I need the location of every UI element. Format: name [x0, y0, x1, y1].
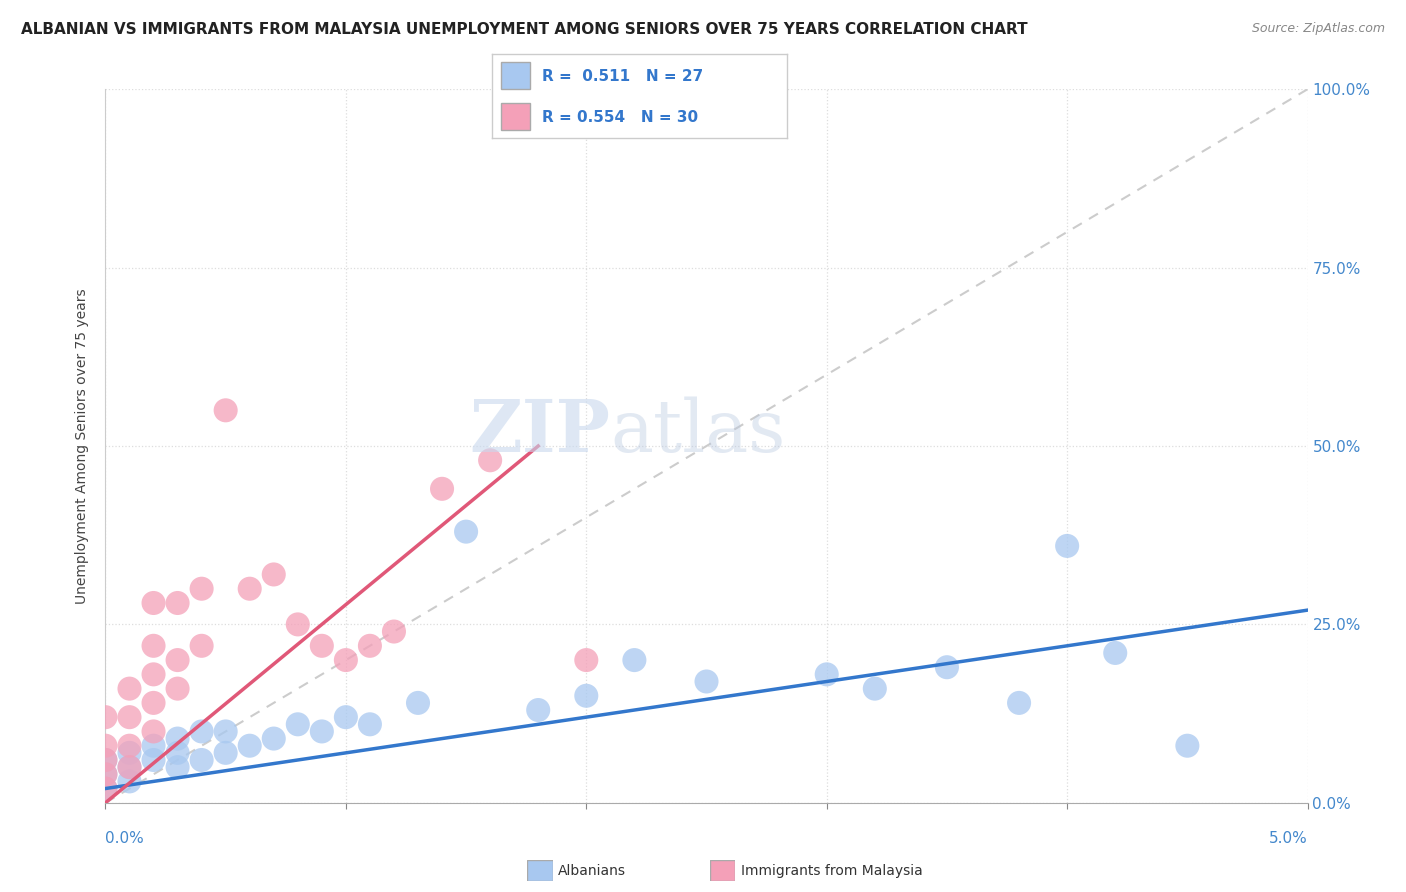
Point [142, 667, 165, 681]
Point [454, 524, 477, 539]
Point [142, 753, 165, 767]
Point [335, 653, 357, 667]
Point [166, 760, 188, 774]
Point [94, 710, 117, 724]
Point [287, 617, 309, 632]
Point [479, 453, 502, 467]
Point [575, 689, 598, 703]
Point [118, 739, 141, 753]
Point [239, 739, 262, 753]
Point [287, 717, 309, 731]
Point [1175, 739, 1198, 753]
Point [936, 660, 959, 674]
Point [166, 681, 188, 696]
Point [623, 653, 645, 667]
Point [190, 582, 212, 596]
Point [166, 731, 188, 746]
Point [118, 746, 141, 760]
Point [118, 760, 141, 774]
Text: 0.0%: 0.0% [105, 831, 145, 846]
Point [406, 696, 429, 710]
Text: 5.0%: 5.0% [1268, 831, 1308, 846]
Text: Source: ZipAtlas.com: Source: ZipAtlas.com [1251, 22, 1385, 36]
Y-axis label: Unemployment Among Seniors over 75 years: Unemployment Among Seniors over 75 years [76, 288, 90, 604]
Text: Albanians: Albanians [558, 863, 626, 878]
Point [214, 403, 236, 417]
Point [94, 753, 117, 767]
Bar [501, 62, 530, 89]
Point [142, 739, 165, 753]
Point [527, 703, 550, 717]
Point [1008, 696, 1031, 710]
Point [311, 639, 333, 653]
Point [311, 724, 333, 739]
Text: R = 0.554   N = 30: R = 0.554 N = 30 [543, 110, 699, 125]
Point [335, 710, 357, 724]
Point [94, 781, 117, 796]
Point [190, 753, 212, 767]
Text: Immigrants from Malaysia: Immigrants from Malaysia [741, 863, 922, 878]
Point [696, 674, 718, 689]
Point [863, 681, 886, 696]
Point [166, 653, 188, 667]
Point [118, 774, 141, 789]
Text: ALBANIAN VS IMMIGRANTS FROM MALAYSIA UNEMPLOYMENT AMONG SENIORS OVER 75 YEARS CO: ALBANIAN VS IMMIGRANTS FROM MALAYSIA UNE… [21, 22, 1028, 37]
Point [142, 596, 165, 610]
Point [142, 639, 165, 653]
Point [815, 667, 838, 681]
Point [94, 753, 117, 767]
Point [263, 567, 285, 582]
Point [118, 760, 141, 774]
Point [94, 781, 117, 796]
Point [94, 767, 117, 781]
Point [190, 724, 212, 739]
Point [142, 696, 165, 710]
Point [94, 739, 117, 753]
Point [359, 639, 381, 653]
Point [239, 582, 262, 596]
Point [142, 724, 165, 739]
Point [214, 746, 236, 760]
Point [263, 731, 285, 746]
Point [575, 653, 598, 667]
Text: ZIP: ZIP [470, 396, 610, 467]
Text: atlas: atlas [610, 396, 786, 467]
Point [190, 639, 212, 653]
Point [214, 724, 236, 739]
Point [1104, 646, 1126, 660]
Point [94, 767, 117, 781]
Point [118, 710, 141, 724]
Point [1056, 539, 1078, 553]
Point [166, 746, 188, 760]
Point [430, 482, 453, 496]
Point [118, 681, 141, 696]
Point [166, 596, 188, 610]
Point [359, 717, 381, 731]
Point [382, 624, 405, 639]
Text: R =  0.511   N = 27: R = 0.511 N = 27 [543, 69, 703, 84]
Bar [501, 103, 530, 130]
